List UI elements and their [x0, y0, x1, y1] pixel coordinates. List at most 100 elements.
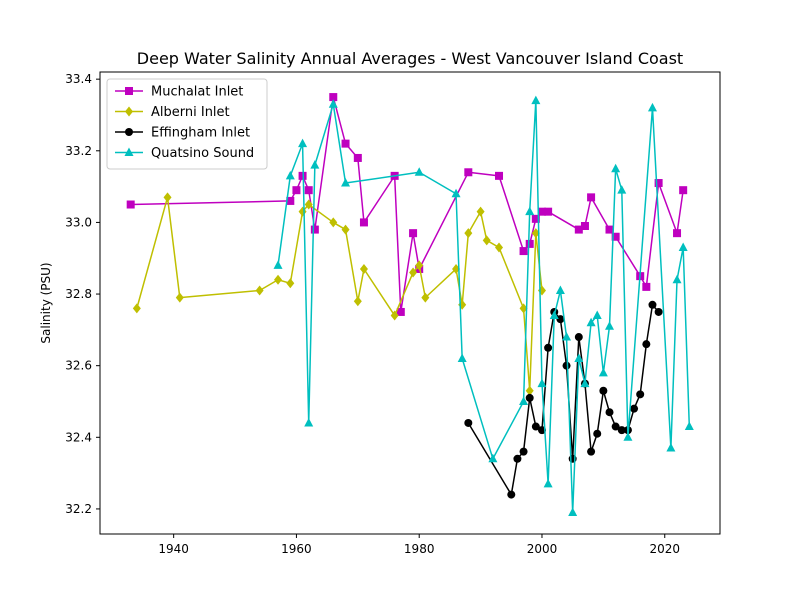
data-point [586, 317, 596, 327]
data-point [605, 408, 614, 417]
data-point [310, 160, 320, 169]
series-line [277, 99, 691, 514]
legend-marker [125, 87, 133, 95]
data-point [304, 417, 314, 427]
data-point [409, 267, 418, 278]
data-point [415, 260, 424, 271]
data-point [359, 218, 368, 227]
chart-title: Deep Water Salinity Annual Averages - We… [137, 49, 683, 68]
legend-label: Effingham Inlet [151, 126, 250, 141]
data-point [611, 232, 620, 241]
legend: Muchalat Inlet Alberni Inlet Effingham Inl… [106, 78, 268, 170]
series-quatsino-sound [273, 95, 694, 517]
data-point [132, 303, 141, 314]
y-tick-label: 32.8 [65, 287, 92, 301]
data-point [562, 332, 572, 341]
data-point [593, 429, 602, 438]
data-point [457, 353, 467, 363]
data-point [666, 443, 676, 452]
data-point [555, 285, 565, 294]
legend-label: Muchalat Inlet [151, 85, 243, 100]
data-point [642, 340, 651, 349]
data-point [556, 315, 565, 324]
data-point [255, 285, 264, 296]
data-point [574, 353, 584, 363]
legend-item: Quatsino Sound [115, 146, 254, 161]
x-tick-label: 2020 [649, 542, 680, 556]
data-point [464, 228, 473, 239]
data-point [549, 310, 559, 320]
data-point [292, 186, 301, 195]
data-point [519, 303, 528, 314]
data-point [580, 378, 590, 388]
data-point [476, 206, 485, 217]
y-tick-label: 32.2 [65, 502, 92, 516]
data-point [464, 168, 473, 177]
data-point [519, 447, 528, 456]
data-point [678, 242, 688, 251]
data-point [531, 214, 540, 223]
legend-item: Effingham Inlet [115, 126, 250, 141]
data-point [525, 239, 534, 248]
data-point [285, 170, 295, 180]
data-point [464, 418, 473, 427]
data-point [531, 228, 540, 239]
data-point [525, 206, 535, 216]
data-point [495, 242, 504, 253]
data-point [636, 390, 645, 399]
data-point [544, 207, 553, 216]
data-point [611, 163, 621, 173]
data-point [507, 490, 516, 499]
data-point [488, 453, 498, 463]
y-tick-label: 33.2 [65, 144, 92, 158]
data-point [390, 310, 399, 321]
data-point [359, 263, 368, 274]
plot-frame [99, 71, 721, 535]
data-point [328, 99, 338, 108]
y-tick-label: 33.4 [65, 72, 92, 86]
data-point [605, 225, 614, 234]
data-point [630, 404, 639, 413]
data-point [353, 153, 362, 162]
data-point [525, 393, 534, 402]
data-point [525, 385, 534, 396]
data-point [617, 426, 626, 435]
data-point [304, 199, 313, 210]
data-point [599, 386, 608, 395]
data-point [286, 278, 295, 289]
legend-marker [125, 128, 133, 136]
data-point [329, 93, 338, 102]
data-point [513, 454, 522, 463]
data-point [544, 343, 553, 352]
data-point [409, 229, 418, 238]
data-point [286, 196, 295, 205]
data-point [587, 193, 596, 202]
data-point [537, 207, 546, 216]
data-point [679, 186, 688, 195]
data-point [531, 422, 540, 431]
data-point [451, 188, 461, 198]
data-point [273, 260, 283, 269]
data-point [654, 307, 663, 316]
data-point [623, 432, 633, 441]
data-point [673, 229, 682, 238]
y-tick-label: 32.6 [65, 359, 92, 373]
y-tick-label: 33.0 [65, 215, 92, 229]
data-point [310, 225, 319, 234]
data-point [647, 102, 657, 112]
x-tick-label: 2000 [527, 542, 558, 556]
data-point [482, 235, 491, 246]
data-point [642, 282, 651, 291]
data-point [672, 274, 682, 284]
data-point [495, 171, 504, 180]
data-point [654, 179, 663, 188]
data-point [684, 421, 694, 431]
data-point [592, 310, 602, 320]
data-point [341, 178, 351, 187]
data-point [648, 300, 657, 309]
data-point [598, 367, 608, 377]
data-point [562, 361, 571, 370]
data-point [274, 274, 283, 285]
data-point [329, 217, 338, 228]
